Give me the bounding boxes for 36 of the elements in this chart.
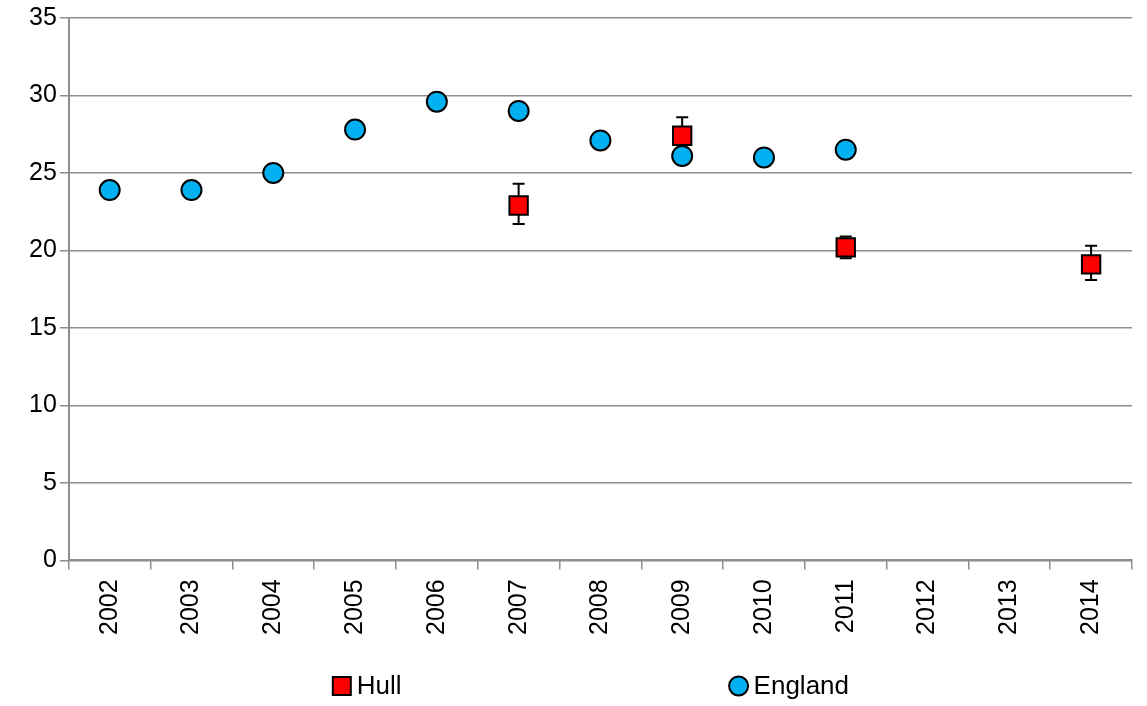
point [98, 179, 121, 202]
point [344, 118, 367, 141]
point [262, 161, 285, 184]
point [752, 146, 775, 169]
y-tick-label: 25 [29, 156, 57, 185]
x-tick-label: 2004 [257, 579, 286, 636]
point [507, 99, 530, 122]
y-tick-label: 35 [29, 1, 57, 30]
x-tick-label: 2014 [1075, 579, 1103, 636]
y-tick-label: 30 [29, 79, 57, 108]
y-tick-label: 15 [29, 311, 57, 340]
legend-label: England [753, 670, 850, 701]
point [425, 90, 448, 113]
x-tick-label: 2002 [93, 579, 122, 636]
x-tick-label: 2013 [993, 579, 1022, 636]
x-tick-label: 2011 [829, 579, 858, 634]
point [834, 138, 857, 161]
point [508, 195, 529, 216]
y-tick-label: 10 [29, 389, 57, 418]
y-tick-label: 5 [42, 466, 57, 495]
x-tick-label: 2010 [747, 579, 776, 636]
x-tick-label: 2008 [584, 579, 613, 636]
x-tick-label: 2003 [175, 579, 204, 636]
x-tick-label: 2009 [666, 579, 695, 636]
x-tick-label: 2007 [502, 579, 531, 636]
point [589, 129, 612, 152]
x-tick-label: 2012 [911, 579, 940, 636]
point [672, 125, 693, 146]
point [671, 144, 694, 167]
y-tick-label: 20 [29, 234, 57, 263]
legend-label: Hull [356, 670, 402, 701]
point [180, 179, 203, 202]
point [1080, 254, 1102, 275]
y-tick-label: 0 [42, 544, 57, 573]
x-tick-label: 2006 [420, 579, 449, 636]
x-tick-label: 2005 [338, 579, 367, 636]
